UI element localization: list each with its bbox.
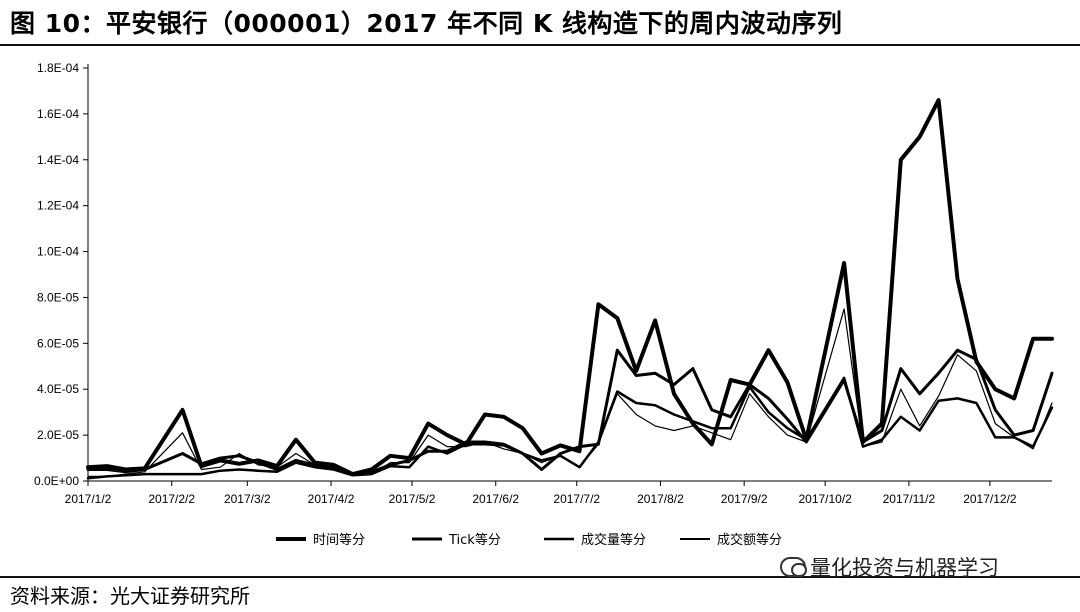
y-tick-label: 1.2E-04 bbox=[37, 199, 79, 213]
series-line-1 bbox=[86, 348, 1054, 476]
y-tick-label: 2.0E-05 bbox=[37, 428, 79, 442]
series-line-2 bbox=[86, 376, 1054, 480]
watermark: 量化投资与机器学习 bbox=[780, 552, 999, 582]
y-tick-label: 1.4E-04 bbox=[37, 153, 79, 167]
chart-series bbox=[86, 98, 1054, 480]
y-tick-label: 1.6E-04 bbox=[37, 107, 79, 121]
y-tick-label: 6.0E-05 bbox=[37, 336, 79, 350]
chart-legend: 时间等分 Tick等分 成交量等分 成交额等分 bbox=[276, 532, 782, 548]
x-tick-label: 2017/11/2 bbox=[883, 492, 936, 506]
series-line-0 bbox=[86, 98, 1054, 477]
x-tick-label: 2017/9/2 bbox=[721, 492, 768, 506]
figure-title: 图 10：平安银行（000001）2017 年不同 K 线构造下的周内波动序列 bbox=[10, 9, 843, 38]
legend-label-2: 成交量等分 bbox=[581, 532, 646, 548]
x-tick-label: 2017/3/2 bbox=[224, 492, 271, 506]
x-tick-label: 2017/1/2 bbox=[65, 492, 112, 506]
x-tick-label: 2017/4/2 bbox=[308, 492, 355, 506]
y-tick-label: 8.0E-05 bbox=[37, 290, 79, 304]
y-tick-label: 1.0E-04 bbox=[37, 245, 79, 259]
x-tick-label: 2017/2/2 bbox=[148, 492, 195, 506]
top-rule bbox=[0, 44, 1080, 46]
x-tick-label: 2017/5/2 bbox=[389, 492, 436, 506]
y-tick-label: 0.0E+00 bbox=[34, 474, 79, 488]
x-tick-label: 2017/6/2 bbox=[472, 492, 519, 506]
x-tick-label: 2017/10/2 bbox=[798, 492, 852, 506]
x-tick-label: 2017/12/2 bbox=[963, 492, 1017, 506]
y-tick-label: 1.8E-04 bbox=[37, 61, 79, 75]
x-tick-label: 2017/8/2 bbox=[637, 492, 684, 506]
legend-label-3: 成交额等分 bbox=[717, 532, 782, 548]
x-tick-label: 2017/7/2 bbox=[553, 492, 600, 506]
chart-axes: 0.0E+00 2.0E-05 4.0E-05 6.0E-05 8.0E-05 1.0E-… bbox=[34, 61, 1052, 506]
legend-label-1: Tick等分 bbox=[448, 532, 501, 548]
watermark-text: 量化投资与机器学习 bbox=[810, 556, 999, 580]
wechat-icon bbox=[780, 557, 807, 577]
legend-label-0: 时间等分 bbox=[313, 532, 365, 548]
bottom-rule bbox=[0, 576, 1080, 578]
source-note: 资料来源：光大证券研究所 bbox=[10, 584, 250, 608]
y-tick-label: 4.0E-05 bbox=[37, 382, 79, 396]
